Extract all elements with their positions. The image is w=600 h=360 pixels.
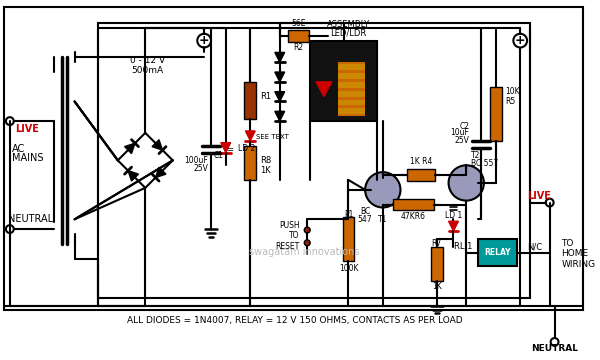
Polygon shape xyxy=(221,143,230,153)
Text: 56E: 56E xyxy=(291,19,305,28)
Polygon shape xyxy=(275,111,284,121)
Bar xyxy=(244,146,256,180)
Text: MAINS: MAINS xyxy=(12,153,43,163)
Bar xyxy=(431,247,443,281)
Text: LED/LDR: LED/LDR xyxy=(331,28,367,37)
Text: 100uF: 100uF xyxy=(184,156,208,165)
Text: PUSH
TO
RESET: PUSH TO RESET xyxy=(275,221,299,251)
Bar xyxy=(244,82,256,119)
Bar xyxy=(338,91,365,96)
Bar xyxy=(407,169,435,181)
Text: R2: R2 xyxy=(293,43,304,52)
Polygon shape xyxy=(125,143,135,154)
Polygon shape xyxy=(155,167,166,177)
Polygon shape xyxy=(449,221,458,231)
Circle shape xyxy=(365,172,400,207)
Text: LD 1: LD 1 xyxy=(445,211,462,220)
Polygon shape xyxy=(128,171,139,181)
Text: R7: R7 xyxy=(431,239,442,248)
Text: +: + xyxy=(515,34,526,47)
Bar xyxy=(338,82,365,88)
Bar xyxy=(98,23,530,298)
Text: 10uF: 10uF xyxy=(451,129,469,138)
Circle shape xyxy=(546,199,554,207)
Text: 1K: 1K xyxy=(432,282,442,291)
Text: 25V: 25V xyxy=(454,136,469,145)
Bar xyxy=(490,87,502,141)
Circle shape xyxy=(197,34,211,48)
Text: AC: AC xyxy=(12,144,25,154)
Text: =: = xyxy=(226,145,233,154)
Text: LIVE: LIVE xyxy=(15,124,38,134)
Circle shape xyxy=(304,240,310,246)
Polygon shape xyxy=(275,92,284,102)
Text: C1: C1 xyxy=(214,151,224,160)
Circle shape xyxy=(6,117,14,125)
Bar xyxy=(392,199,434,211)
Text: 47KR6: 47KR6 xyxy=(401,212,426,221)
Bar xyxy=(4,7,583,310)
Polygon shape xyxy=(275,53,284,62)
Circle shape xyxy=(6,225,14,233)
Text: NEUTRAL: NEUTRAL xyxy=(8,214,53,224)
Bar xyxy=(338,99,365,105)
Text: ASSEMBLY: ASSEMBLY xyxy=(327,21,370,30)
Text: 1K R4: 1K R4 xyxy=(410,157,432,166)
Text: 547: 547 xyxy=(358,215,373,224)
Text: P1: P1 xyxy=(344,210,353,219)
Text: ALL DIODES = 1N4007, RELAY = 12 V 150 OHMS, CONTACTS AS PER LOAD: ALL DIODES = 1N4007, RELAY = 12 V 150 OH… xyxy=(127,316,462,325)
Text: 10K: 10K xyxy=(506,87,520,96)
Text: R1: R1 xyxy=(260,92,271,101)
Polygon shape xyxy=(275,72,284,82)
Text: LD 2: LD 2 xyxy=(238,144,255,153)
Text: LIVE: LIVE xyxy=(527,191,551,201)
Circle shape xyxy=(449,165,484,201)
Text: RL 1: RL 1 xyxy=(454,242,472,251)
Text: T2: T2 xyxy=(471,151,481,160)
Bar xyxy=(287,30,309,42)
Text: swagatam innovations: swagatam innovations xyxy=(249,247,359,257)
Text: 500mA: 500mA xyxy=(131,66,163,75)
Text: TO
HOME
WIRING: TO HOME WIRING xyxy=(562,239,596,269)
Text: SEE TEXT: SEE TEXT xyxy=(256,134,289,140)
Text: 100K: 100K xyxy=(339,264,358,273)
Bar xyxy=(338,73,365,79)
Bar xyxy=(338,64,365,70)
Text: BC: BC xyxy=(360,207,370,216)
Text: 0 - 12 V: 0 - 12 V xyxy=(130,56,165,65)
Text: NEUTRAL: NEUTRAL xyxy=(531,344,578,353)
Circle shape xyxy=(304,227,310,233)
Text: T1: T1 xyxy=(378,215,388,224)
Bar xyxy=(338,108,365,114)
Text: 1K: 1K xyxy=(260,166,271,175)
Bar xyxy=(310,41,377,121)
Text: 25V: 25V xyxy=(193,164,208,173)
Text: RELAY: RELAY xyxy=(484,248,511,257)
Text: R5: R5 xyxy=(506,97,516,106)
Polygon shape xyxy=(152,140,163,150)
Bar xyxy=(338,62,365,116)
Bar xyxy=(343,217,355,261)
Text: BC 557: BC 557 xyxy=(471,159,499,168)
Polygon shape xyxy=(245,131,255,141)
Circle shape xyxy=(551,338,559,346)
Circle shape xyxy=(514,34,527,48)
Text: C2: C2 xyxy=(459,122,469,131)
Polygon shape xyxy=(316,82,332,96)
Bar xyxy=(478,239,517,266)
Text: +: + xyxy=(199,34,209,47)
Text: R8: R8 xyxy=(260,156,271,165)
Text: N/C: N/C xyxy=(527,242,542,251)
